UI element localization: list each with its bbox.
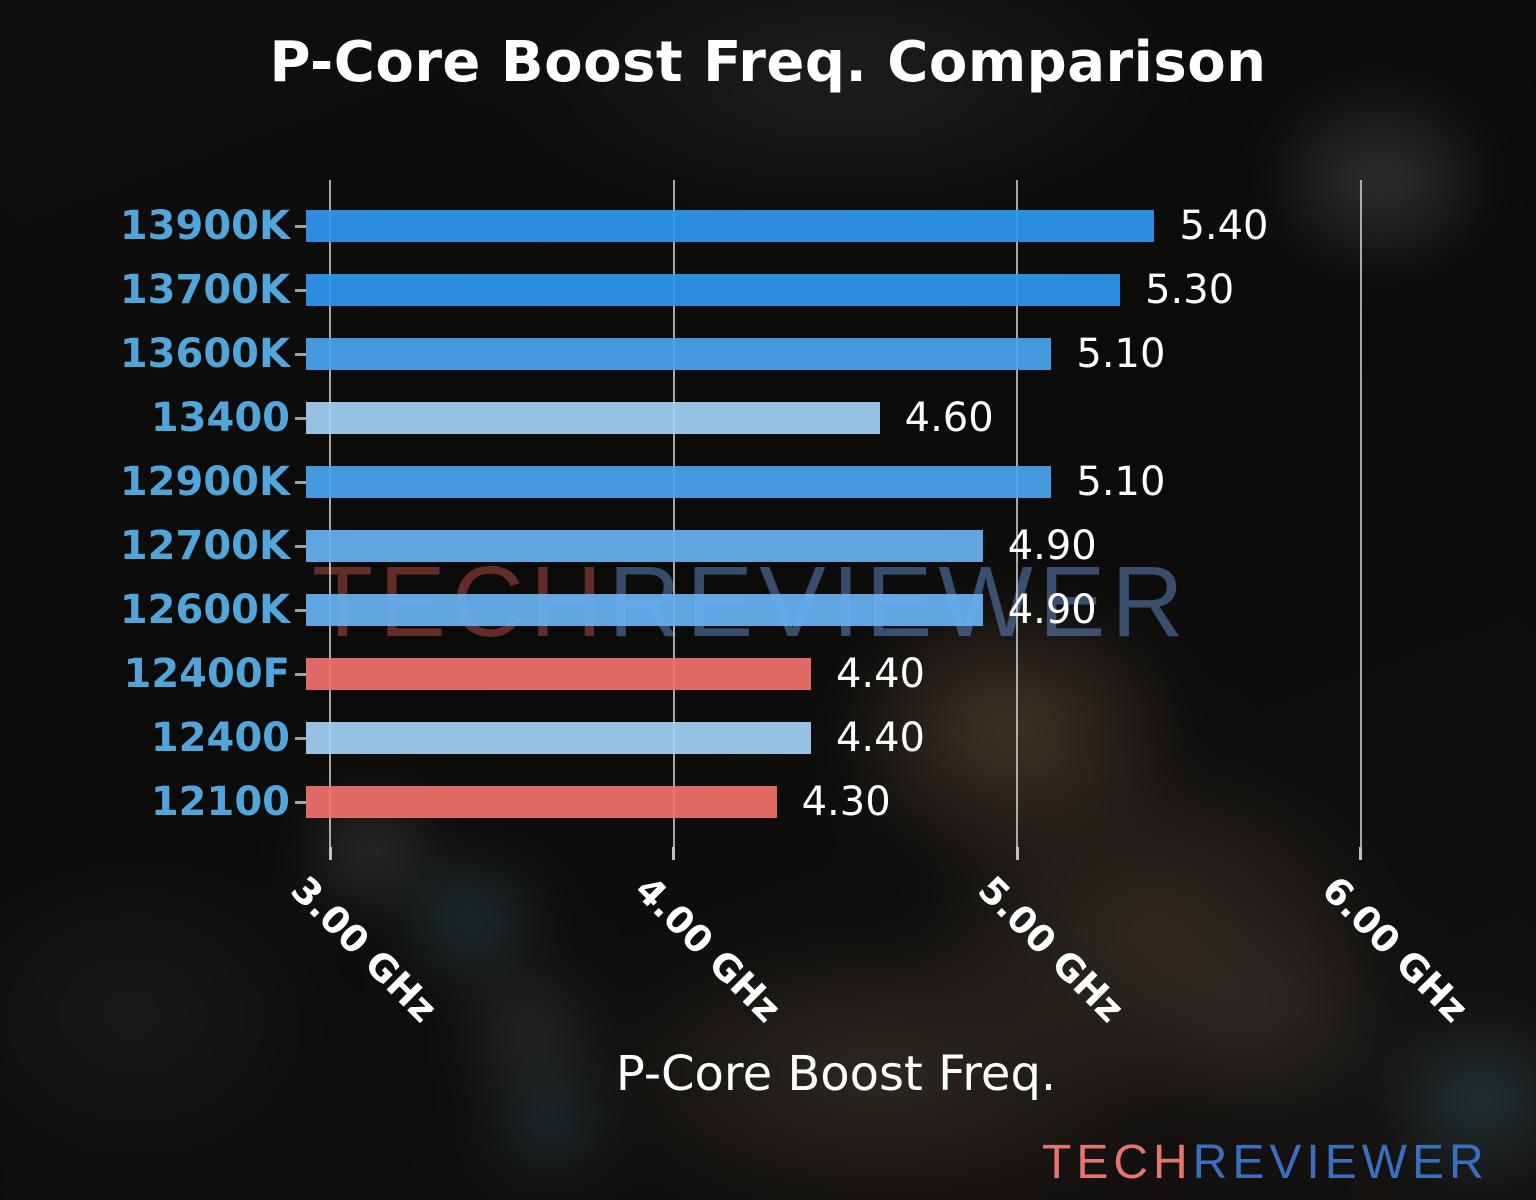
x-tick-mark (1359, 847, 1363, 860)
y-tick-mark (295, 480, 306, 484)
brand-logo-tech: TECH (1042, 1136, 1193, 1189)
y-tick-mark (295, 288, 306, 292)
category-label: 12400 (150, 715, 290, 761)
y-tick-mark (295, 224, 306, 228)
category-label: 12100 (150, 779, 290, 825)
category-label: 12700K (119, 523, 290, 569)
gridline (1359, 180, 1362, 847)
gridline (1016, 180, 1019, 847)
category-label: 13700K (119, 267, 290, 313)
brand-logo: TECHREVIEWER (1042, 1139, 1489, 1187)
value-label: 5.30 (1145, 267, 1235, 313)
value-label: 4.40 (835, 715, 925, 761)
bar (306, 722, 811, 754)
y-tick-mark (295, 608, 306, 612)
value-label: 4.90 (1007, 523, 1097, 569)
category-label: 13400 (150, 395, 290, 441)
value-label: 4.60 (904, 395, 994, 441)
bar (306, 594, 983, 626)
value-label: 4.90 (1007, 587, 1097, 633)
y-tick-mark (295, 544, 306, 548)
gridline (329, 180, 332, 847)
value-label: 5.40 (1179, 203, 1269, 249)
brand-logo-reviewer: REVIEWER (1192, 1136, 1489, 1189)
category-label: 12400F (123, 651, 290, 697)
bar (306, 786, 777, 818)
bar (306, 530, 983, 562)
category-label: 12900K (119, 459, 290, 505)
bar (306, 402, 880, 434)
bar (306, 338, 1052, 370)
x-tick-mark (328, 847, 332, 860)
y-tick-mark (295, 800, 306, 804)
bar (306, 466, 1052, 498)
x-tick-mark (1015, 847, 1019, 860)
y-tick-mark (295, 672, 306, 676)
bar (306, 274, 1121, 306)
chart-title: P-Core Boost Freq. Comparison (269, 30, 1267, 95)
y-tick-mark (295, 736, 306, 740)
bar (306, 210, 1155, 242)
gridline (672, 180, 675, 847)
y-tick-mark (295, 352, 306, 356)
value-label: 4.30 (801, 779, 891, 825)
y-tick-mark (295, 416, 306, 420)
category-label: 13600K (119, 331, 290, 377)
category-label: 13900K (119, 203, 290, 249)
bar (306, 658, 811, 690)
x-axis-label: P-Core Boost Freq. (615, 1046, 1057, 1102)
x-tick-mark (672, 847, 676, 860)
value-label: 5.10 (1076, 459, 1166, 505)
value-label: 5.10 (1076, 331, 1166, 377)
category-label: 12600K (119, 587, 290, 633)
value-label: 4.40 (835, 651, 925, 697)
